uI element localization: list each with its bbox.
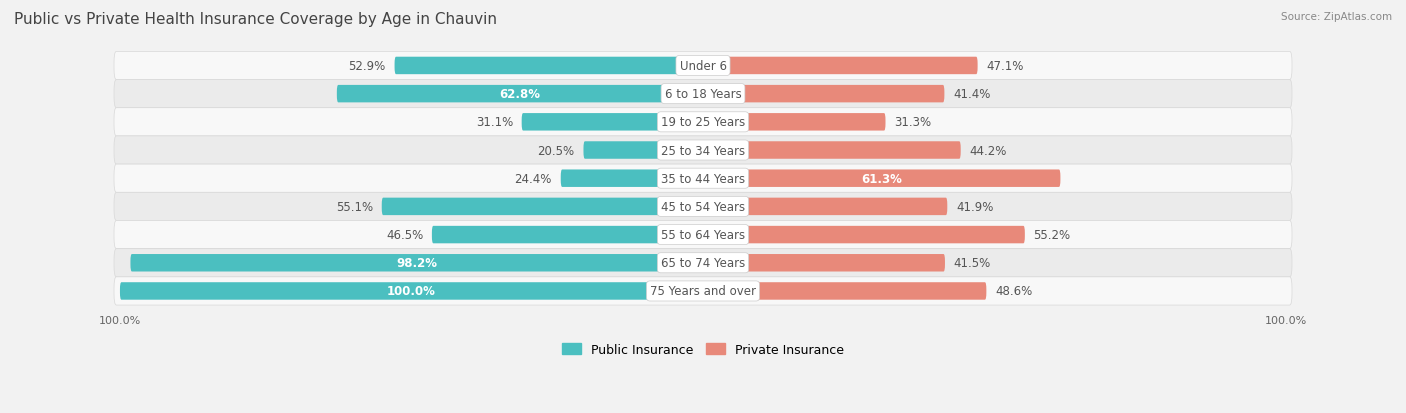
Text: 48.6%: 48.6%: [995, 285, 1032, 298]
Text: 19 to 25 Years: 19 to 25 Years: [661, 116, 745, 129]
Text: 75 Years and over: 75 Years and over: [650, 285, 756, 298]
Text: 55 to 64 Years: 55 to 64 Years: [661, 228, 745, 242]
Text: 31.1%: 31.1%: [475, 116, 513, 129]
Text: Under 6: Under 6: [679, 60, 727, 73]
Text: Source: ZipAtlas.com: Source: ZipAtlas.com: [1281, 12, 1392, 22]
FancyBboxPatch shape: [703, 170, 1060, 188]
Text: 55.2%: 55.2%: [1033, 228, 1071, 242]
Text: 24.4%: 24.4%: [515, 172, 553, 185]
FancyBboxPatch shape: [337, 85, 703, 103]
Text: 100.0%: 100.0%: [387, 285, 436, 298]
Text: 47.1%: 47.1%: [987, 60, 1024, 73]
Legend: Public Insurance, Private Insurance: Public Insurance, Private Insurance: [557, 338, 849, 361]
FancyBboxPatch shape: [432, 226, 703, 244]
FancyBboxPatch shape: [114, 277, 1292, 305]
Text: 61.3%: 61.3%: [862, 172, 903, 185]
Text: 41.5%: 41.5%: [953, 256, 991, 270]
Text: 46.5%: 46.5%: [385, 228, 423, 242]
FancyBboxPatch shape: [703, 226, 1025, 244]
Text: 44.2%: 44.2%: [970, 144, 1007, 157]
FancyBboxPatch shape: [131, 254, 703, 272]
FancyBboxPatch shape: [395, 57, 703, 75]
Text: 52.9%: 52.9%: [349, 60, 385, 73]
FancyBboxPatch shape: [703, 85, 945, 103]
FancyBboxPatch shape: [522, 114, 703, 131]
FancyBboxPatch shape: [583, 142, 703, 159]
FancyBboxPatch shape: [114, 52, 1292, 81]
FancyBboxPatch shape: [382, 198, 703, 216]
Text: 41.4%: 41.4%: [953, 88, 990, 101]
Text: 62.8%: 62.8%: [499, 88, 540, 101]
FancyBboxPatch shape: [114, 81, 1292, 109]
FancyBboxPatch shape: [703, 114, 886, 131]
Text: 55.1%: 55.1%: [336, 200, 373, 214]
Text: 20.5%: 20.5%: [537, 144, 575, 157]
Text: 65 to 74 Years: 65 to 74 Years: [661, 256, 745, 270]
FancyBboxPatch shape: [114, 165, 1292, 193]
Text: Public vs Private Health Insurance Coverage by Age in Chauvin: Public vs Private Health Insurance Cover…: [14, 12, 498, 27]
FancyBboxPatch shape: [114, 137, 1292, 165]
FancyBboxPatch shape: [703, 254, 945, 272]
Text: 41.9%: 41.9%: [956, 200, 994, 214]
Text: 31.3%: 31.3%: [894, 116, 931, 129]
FancyBboxPatch shape: [561, 170, 703, 188]
Text: 45 to 54 Years: 45 to 54 Years: [661, 200, 745, 214]
FancyBboxPatch shape: [703, 57, 977, 75]
Text: 25 to 34 Years: 25 to 34 Years: [661, 144, 745, 157]
Text: 98.2%: 98.2%: [396, 256, 437, 270]
Text: 6 to 18 Years: 6 to 18 Years: [665, 88, 741, 101]
FancyBboxPatch shape: [114, 221, 1292, 249]
FancyBboxPatch shape: [114, 249, 1292, 277]
FancyBboxPatch shape: [703, 282, 987, 300]
FancyBboxPatch shape: [114, 109, 1292, 137]
FancyBboxPatch shape: [120, 282, 703, 300]
FancyBboxPatch shape: [703, 198, 948, 216]
FancyBboxPatch shape: [703, 142, 960, 159]
Text: 35 to 44 Years: 35 to 44 Years: [661, 172, 745, 185]
FancyBboxPatch shape: [114, 193, 1292, 221]
